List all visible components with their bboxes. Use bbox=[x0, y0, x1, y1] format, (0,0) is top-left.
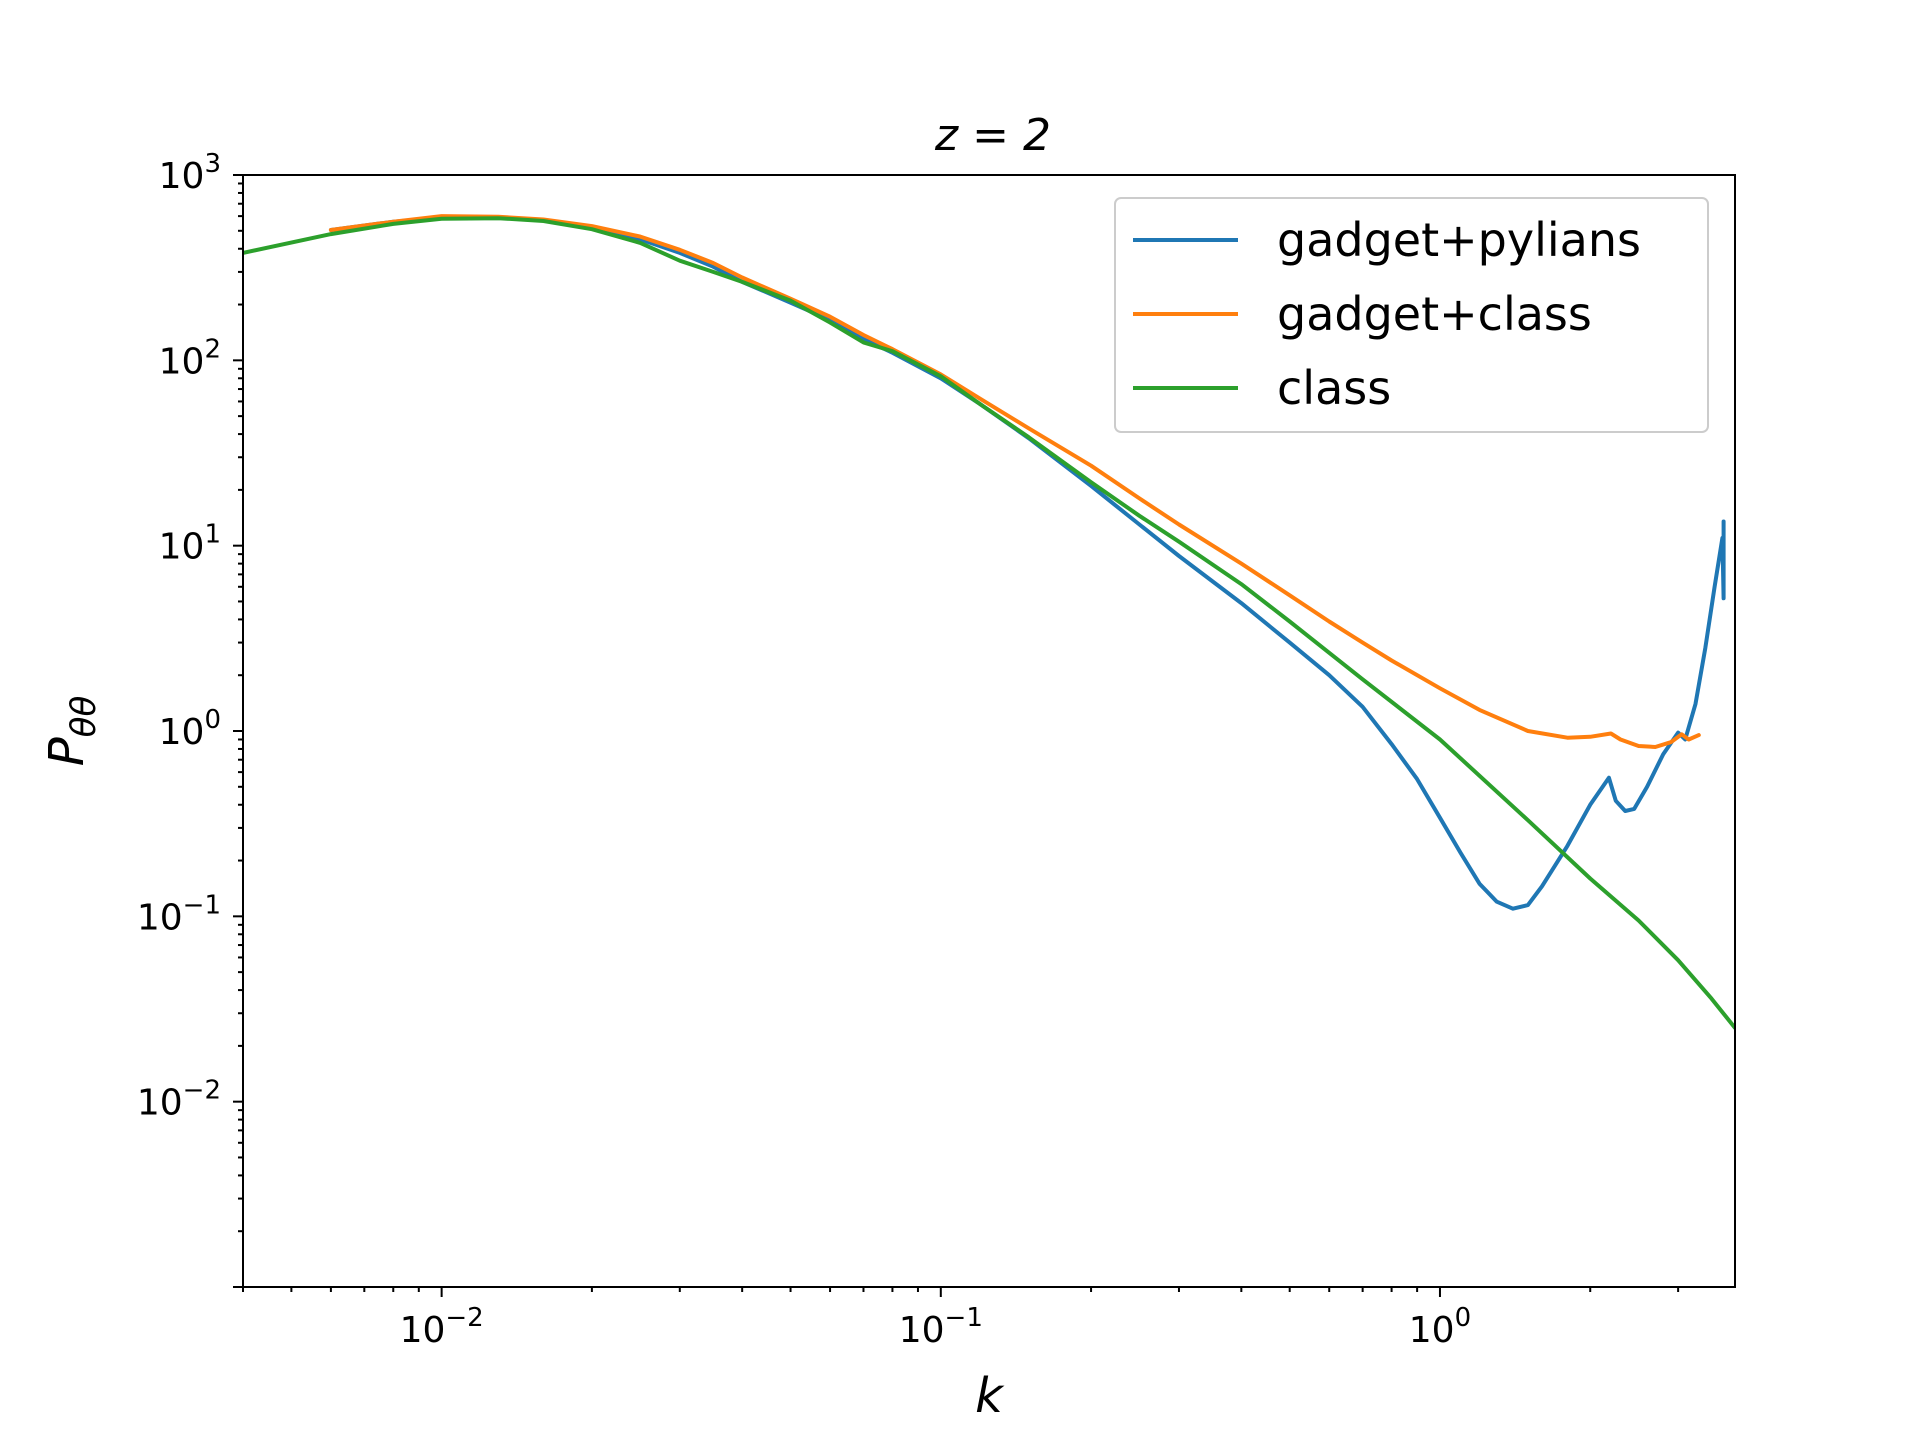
y-tick-label: 102 bbox=[159, 334, 221, 382]
series-line-1 bbox=[328, 215, 1726, 911]
legend: gadget+pylians gadget+class class bbox=[1114, 197, 1709, 433]
series-line-2 bbox=[328, 214, 1701, 749]
series-line-3 bbox=[243, 216, 1735, 1030]
y-axis-label: Pθθ bbox=[39, 696, 104, 767]
y-tick-label: 101 bbox=[159, 520, 221, 568]
axis-ticks: 10−2 10−1 100 103 102 101 100 10−1 10−2 bbox=[137, 149, 1680, 1351]
legend-box bbox=[1114, 197, 1709, 433]
plot-area bbox=[243, 214, 1735, 1030]
y-tick-label: 103 bbox=[159, 149, 221, 197]
legend-label-3: class bbox=[1277, 361, 1391, 415]
y-tick-label: 10−1 bbox=[137, 890, 221, 938]
x-tick-label: 10−2 bbox=[400, 1303, 484, 1351]
legend-label-2: gadget+class bbox=[1277, 287, 1592, 341]
x-tick-label: 10−1 bbox=[899, 1303, 983, 1351]
chart-title: z = 2 bbox=[934, 110, 1051, 161]
y-tick-label: 10−2 bbox=[137, 1076, 221, 1124]
y-tick-label: 100 bbox=[159, 705, 221, 753]
x-axis-label: k bbox=[975, 1368, 1005, 1424]
plot-frame bbox=[242, 174, 1736, 1288]
legend-label-1: gadget+pylians bbox=[1277, 213, 1641, 267]
x-tick-label: 100 bbox=[1409, 1303, 1471, 1351]
